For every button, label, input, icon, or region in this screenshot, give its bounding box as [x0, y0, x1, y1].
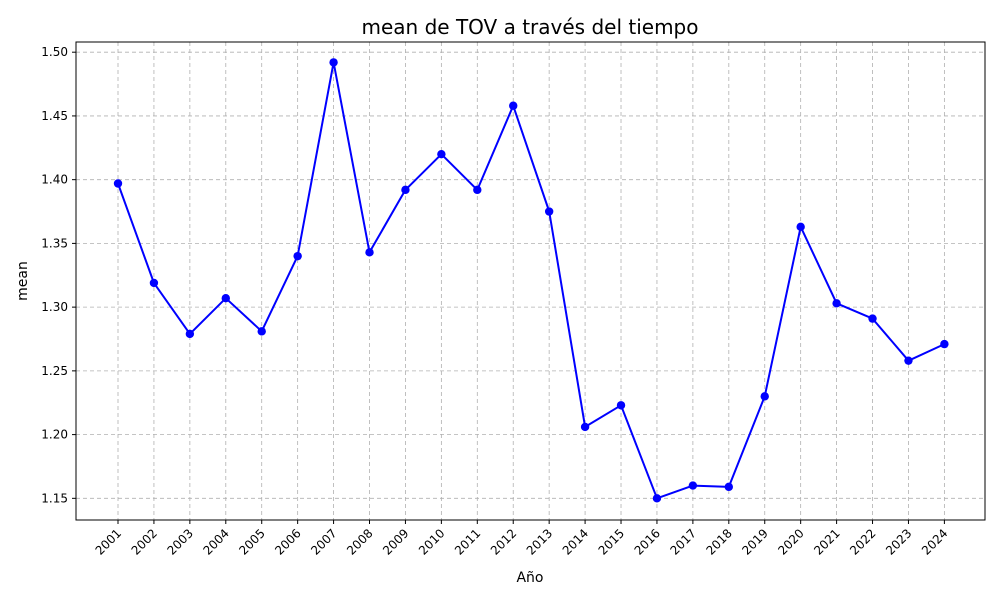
y-tick-label: 1.15	[41, 491, 68, 505]
x-axis-label: Año	[516, 570, 543, 586]
data-point-2008	[365, 248, 374, 257]
x-tick-label: 2011	[452, 526, 483, 557]
y-axis-label: mean	[15, 261, 31, 301]
y-tick-label: 1.35	[41, 236, 68, 250]
data-point-2019	[760, 392, 769, 401]
x-tick-label: 2003	[164, 526, 195, 557]
series-layer	[113, 58, 949, 503]
data-point-2023	[904, 356, 913, 365]
y-tick-label: 1.25	[41, 364, 68, 378]
x-tick-label: 2021	[811, 526, 842, 557]
data-point-2014	[580, 422, 590, 432]
x-tick-label: 2014	[560, 526, 591, 557]
data-point-2021	[832, 299, 841, 308]
x-tick-label: 2004	[200, 526, 231, 557]
x-tick-label: 2008	[344, 526, 375, 557]
x-tick-label: 2005	[236, 526, 267, 557]
data-point-2001	[113, 179, 123, 188]
y-tick-label: 1.50	[41, 45, 68, 59]
plot-frame	[75, 41, 986, 521]
x-tick-label: 2024	[919, 526, 950, 557]
y-axis: 1.15 1.20 1.25 1.30 1.35 1.40 1.45 1.50	[41, 45, 76, 505]
data-point-2024	[940, 339, 949, 349]
y-tick-label: 1.30	[41, 300, 68, 314]
data-point-2005	[257, 327, 266, 336]
data-point-2017	[688, 481, 698, 490]
y-tick-label: 1.40	[41, 173, 68, 187]
x-tick-label: 2012	[488, 526, 519, 557]
x-tick-label: 2002	[129, 526, 160, 557]
data-point-2007	[329, 58, 338, 67]
x-tick-label: 2007	[308, 526, 339, 557]
data-point-2016	[652, 494, 662, 503]
x-tick-label: 2013	[524, 526, 555, 557]
data-point-2004	[221, 294, 230, 303]
data-point-2018	[724, 482, 734, 492]
x-tick-label: 2018	[703, 526, 734, 557]
data-point-2011	[473, 185, 482, 195]
data-point-2022	[868, 314, 877, 323]
x-tick-label: 2017	[668, 526, 699, 557]
data-point-2015	[616, 401, 626, 410]
y-tick-label: 1.20	[41, 428, 68, 442]
data-point-2003	[185, 329, 195, 339]
data-point-2020	[796, 222, 805, 232]
x-tick-label: 2016	[632, 526, 663, 557]
x-tick-label: 2022	[847, 526, 878, 557]
series-line	[117, 61, 945, 500]
data-point-2013	[544, 207, 554, 216]
x-tick-label: 2009	[380, 526, 411, 557]
x-tick-label: 2020	[775, 526, 806, 557]
data-point-2002	[149, 278, 159, 288]
data-point-2009	[401, 185, 410, 195]
data-point-2006	[293, 251, 302, 261]
x-tick-label: 2010	[416, 526, 447, 557]
data-point-2010	[437, 149, 446, 159]
x-tick-label: 2015	[596, 526, 627, 557]
x-tick-label: 2019	[739, 526, 770, 557]
x-axis: 2001 2002 2003 2004 2005 2006 2007 2008 2009 2010…	[93, 520, 951, 558]
x-tick-label: 2006	[272, 526, 303, 557]
x-tick-label: 2001	[93, 526, 124, 557]
y-tick-label: 1.45	[41, 109, 68, 123]
x-tick-label: 2023	[883, 526, 914, 557]
data-point-2012	[509, 101, 518, 110]
grid	[76, 42, 985, 520]
chart-title: mean de TOV a través del tiempo	[362, 15, 699, 39]
